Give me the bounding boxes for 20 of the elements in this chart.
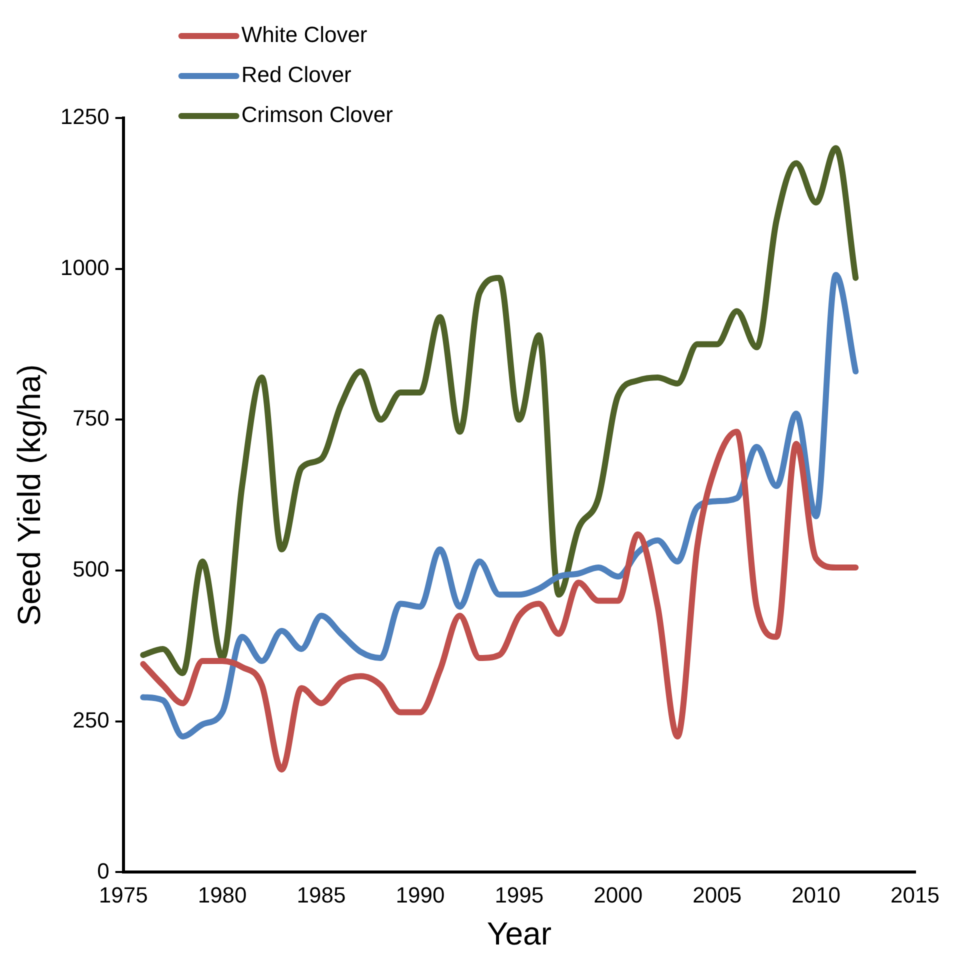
x-tick-label: 1995 xyxy=(494,882,544,908)
x-tick-label: 1985 xyxy=(296,882,346,908)
x-tick-label: 1990 xyxy=(396,882,445,908)
y-tick-label: 500 xyxy=(72,556,110,582)
x-tick-label: 2015 xyxy=(890,882,940,908)
legend-label: Crimson Clover xyxy=(241,102,393,128)
x-tick-label: 1975 xyxy=(98,882,148,908)
x-tick-label: 2010 xyxy=(792,882,841,908)
x-tick-label: 2000 xyxy=(594,882,643,908)
y-tick-label: 1000 xyxy=(60,254,110,280)
y-tick-label: 1250 xyxy=(60,104,110,130)
x-axis-title: Year xyxy=(486,916,552,952)
x-tick-label: 1980 xyxy=(198,882,247,908)
y-axis-title: Seed Yield (kg/ha) xyxy=(11,364,48,626)
y-tick-label: 0 xyxy=(97,858,110,884)
y-tick-label: 250 xyxy=(72,707,110,732)
legend-label: Red Clover xyxy=(241,62,352,88)
y-tick-label: 750 xyxy=(72,406,110,431)
legend-label: White Clover xyxy=(241,22,368,48)
x-tick-label: 2005 xyxy=(692,882,742,908)
